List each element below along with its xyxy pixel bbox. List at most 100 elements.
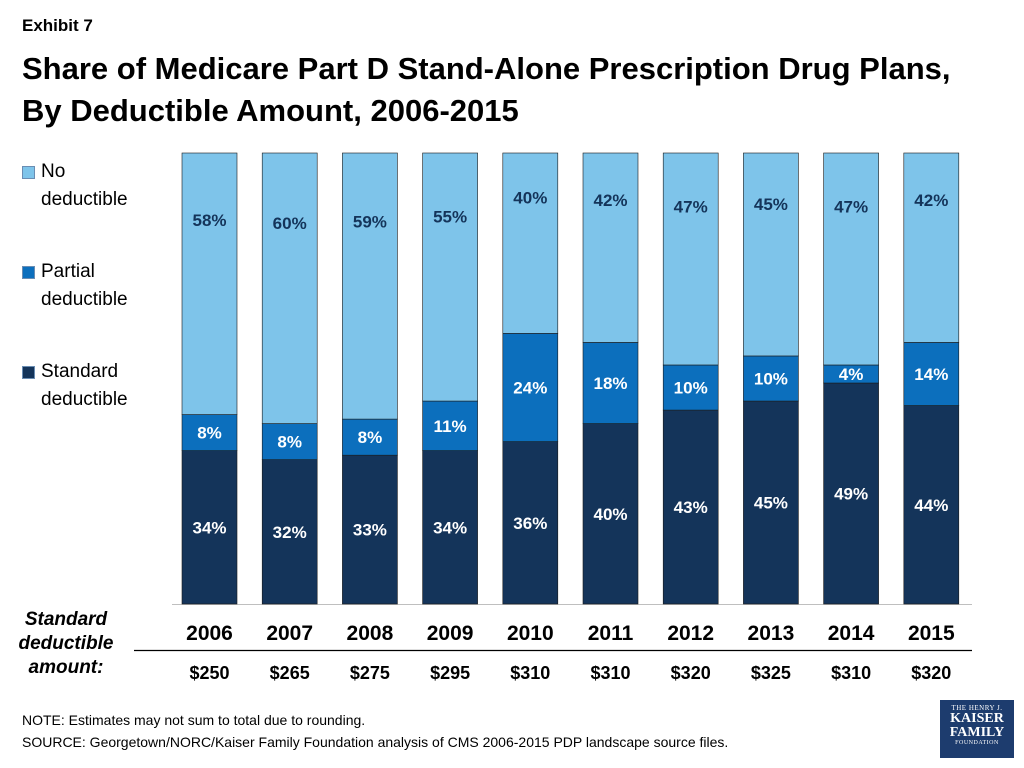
year-label-2008: 2008: [347, 622, 394, 645]
data-label-standard-deductible-2011: 40%: [593, 505, 627, 524]
heading-line: amount:: [28, 657, 104, 678]
logo-line: FAMILY: [949, 725, 1005, 740]
legend-label-line: deductible: [41, 289, 128, 310]
source-note: SOURCE: Georgetown/NORC/Kaiser Family Fo…: [22, 734, 729, 750]
data-label-no-deductible-2009: 55%: [433, 207, 467, 226]
standard-deductible-amount-heading: Standard deductible amount:: [10, 608, 122, 680]
data-label-no-deductible-2011: 42%: [593, 191, 627, 210]
logo-line: FOUNDATION: [955, 740, 999, 746]
legend-swatch-partial-deductible: [22, 266, 35, 279]
legend-label-no-deductible: No deductible: [41, 158, 128, 214]
data-label-standard-deductible-2007: 32%: [273, 523, 307, 542]
bar-segment-no-deductible-2008: [342, 152, 398, 420]
deductible-amount-2014: $310: [831, 663, 871, 683]
bar-segment-no-deductible-2015: [903, 152, 960, 343]
data-label-no-deductible-2012: 47%: [674, 197, 708, 216]
logo-line: KAISER: [950, 711, 1004, 726]
bar-segment-partial-deductible-2008: [342, 418, 398, 456]
deductible-amount-2011: $310: [590, 663, 630, 683]
deductible-amount-2012: $320: [671, 663, 711, 683]
data-label-standard-deductible-2006: 34%: [192, 518, 226, 537]
data-label-standard-deductible-2010: 36%: [513, 514, 547, 533]
data-label-standard-deductible-2008: 33%: [353, 521, 387, 540]
bar-segment-partial-deductible-2012: [662, 364, 719, 411]
bar-segment-partial-deductible-2009: [422, 400, 478, 451]
legend-label-partial-deductible: Partial deductible: [41, 258, 128, 314]
deductible-amount-2009: $295: [430, 663, 470, 683]
data-label-partial-deductible-2010: 24%: [513, 379, 547, 398]
data-label-partial-deductible-2006: 8%: [197, 424, 222, 443]
bar-segment-standard-deductible-2014: [823, 382, 879, 605]
legend-label-line: deductible: [41, 389, 128, 410]
chart-title-line2: By Deductible Amount, 2006-2015: [22, 93, 519, 128]
bar-segment-no-deductible-2007: [261, 152, 318, 424]
legend-swatch-standard-deductible: [22, 366, 35, 379]
legend-label-line: Standard: [41, 361, 119, 382]
data-label-no-deductible-2008: 59%: [353, 213, 387, 232]
deductible-amount-2008: $275: [350, 663, 390, 683]
bar-segment-no-deductible-2012: [662, 152, 719, 366]
data-label-partial-deductible-2009: 11%: [434, 417, 467, 436]
data-label-partial-deductible-2007: 8%: [277, 433, 302, 452]
year-label-2010: 2010: [507, 622, 554, 645]
bar-segment-no-deductible-2013: [743, 152, 799, 357]
year-label-2011: 2011: [588, 622, 634, 645]
deductible-amount-2013: $325: [751, 663, 791, 683]
year-label-2013: 2013: [748, 622, 795, 645]
data-label-no-deductible-2015: 42%: [914, 191, 948, 210]
bar-segment-partial-deductible-2010: [502, 333, 559, 442]
data-label-partial-deductible-2013: 10%: [754, 370, 788, 389]
year-label-2014: 2014: [828, 622, 875, 645]
deductible-amount-2015: $320: [911, 663, 951, 683]
year-label-2007: 2007: [266, 622, 313, 645]
chart-title: Share of Medicare Part D Stand-Alone Pre…: [22, 48, 1002, 132]
bar-segment-standard-deductible-2008: [342, 454, 398, 605]
exhibit-label: Exhibit 7: [22, 16, 93, 35]
bar-segment-partial-deductible-2015: [903, 342, 960, 406]
data-label-standard-deductible-2009: 34%: [433, 518, 467, 537]
kff-logo: THE HENRY J. KAISER FAMILY FOUNDATION: [940, 700, 1014, 758]
deductible-amount-2007: $265: [270, 663, 310, 683]
bar-segment-partial-deductible-2013: [743, 355, 799, 402]
legend-swatch-no-deductible: [22, 166, 35, 179]
footnote: NOTE: Estimates may not sum to total due…: [22, 712, 366, 728]
bar-segment-partial-deductible-2006: [181, 414, 238, 451]
year-label-2012: 2012: [667, 622, 714, 645]
bar-segment-standard-deductible-2006: [181, 450, 238, 605]
bar-segment-no-deductible-2010: [502, 152, 559, 334]
heading-line: deductible: [18, 633, 114, 654]
bar-segment-standard-deductible-2011: [582, 423, 639, 605]
legend-label-line: deductible: [41, 189, 128, 210]
legend-label-line: No: [41, 161, 66, 182]
heading-line: Standard: [24, 609, 108, 630]
bar-segment-partial-deductible-2011: [582, 342, 639, 424]
bar-segment-no-deductible-2014: [823, 152, 879, 366]
data-label-standard-deductible-2015: 44%: [914, 496, 948, 515]
bar-segment-standard-deductible-2009: [422, 450, 478, 605]
legend-item-standard-deductible: Standard deductible: [22, 358, 172, 458]
legend-item-no-deductible: No deductible: [22, 158, 172, 258]
legend-item-partial-deductible: Partial deductible: [22, 258, 172, 358]
year-label-2009: 2009: [427, 622, 474, 645]
bar-segment-standard-deductible-2013: [743, 400, 799, 605]
logo-line: THE HENRY J.: [951, 704, 1003, 712]
data-label-no-deductible-2014: 47%: [834, 197, 868, 216]
deductible-amount-2010: $310: [510, 663, 550, 683]
data-label-no-deductible-2010: 40%: [513, 189, 547, 208]
deductible-amount-2006: $250: [189, 663, 229, 683]
data-label-no-deductible-2007: 60%: [273, 214, 307, 233]
chart-title-line1: Share of Medicare Part D Stand-Alone Pre…: [22, 51, 951, 86]
bar-segment-standard-deductible-2010: [502, 441, 559, 605]
data-label-standard-deductible-2013: 45%: [754, 494, 788, 513]
legend: No deductible Partial deductible Standar…: [22, 158, 172, 458]
data-label-standard-deductible-2012: 43%: [674, 498, 708, 517]
data-label-partial-deductible-2008: 8%: [358, 428, 383, 447]
bar-segment-partial-deductible-2007: [261, 423, 318, 460]
year-label-2006: 2006: [186, 622, 233, 645]
data-label-partial-deductible-2012: 10%: [674, 379, 708, 398]
data-label-partial-deductible-2014: 4%: [839, 365, 864, 384]
bar-segment-no-deductible-2006: [181, 152, 238, 415]
data-label-partial-deductible-2011: 18%: [593, 374, 627, 393]
